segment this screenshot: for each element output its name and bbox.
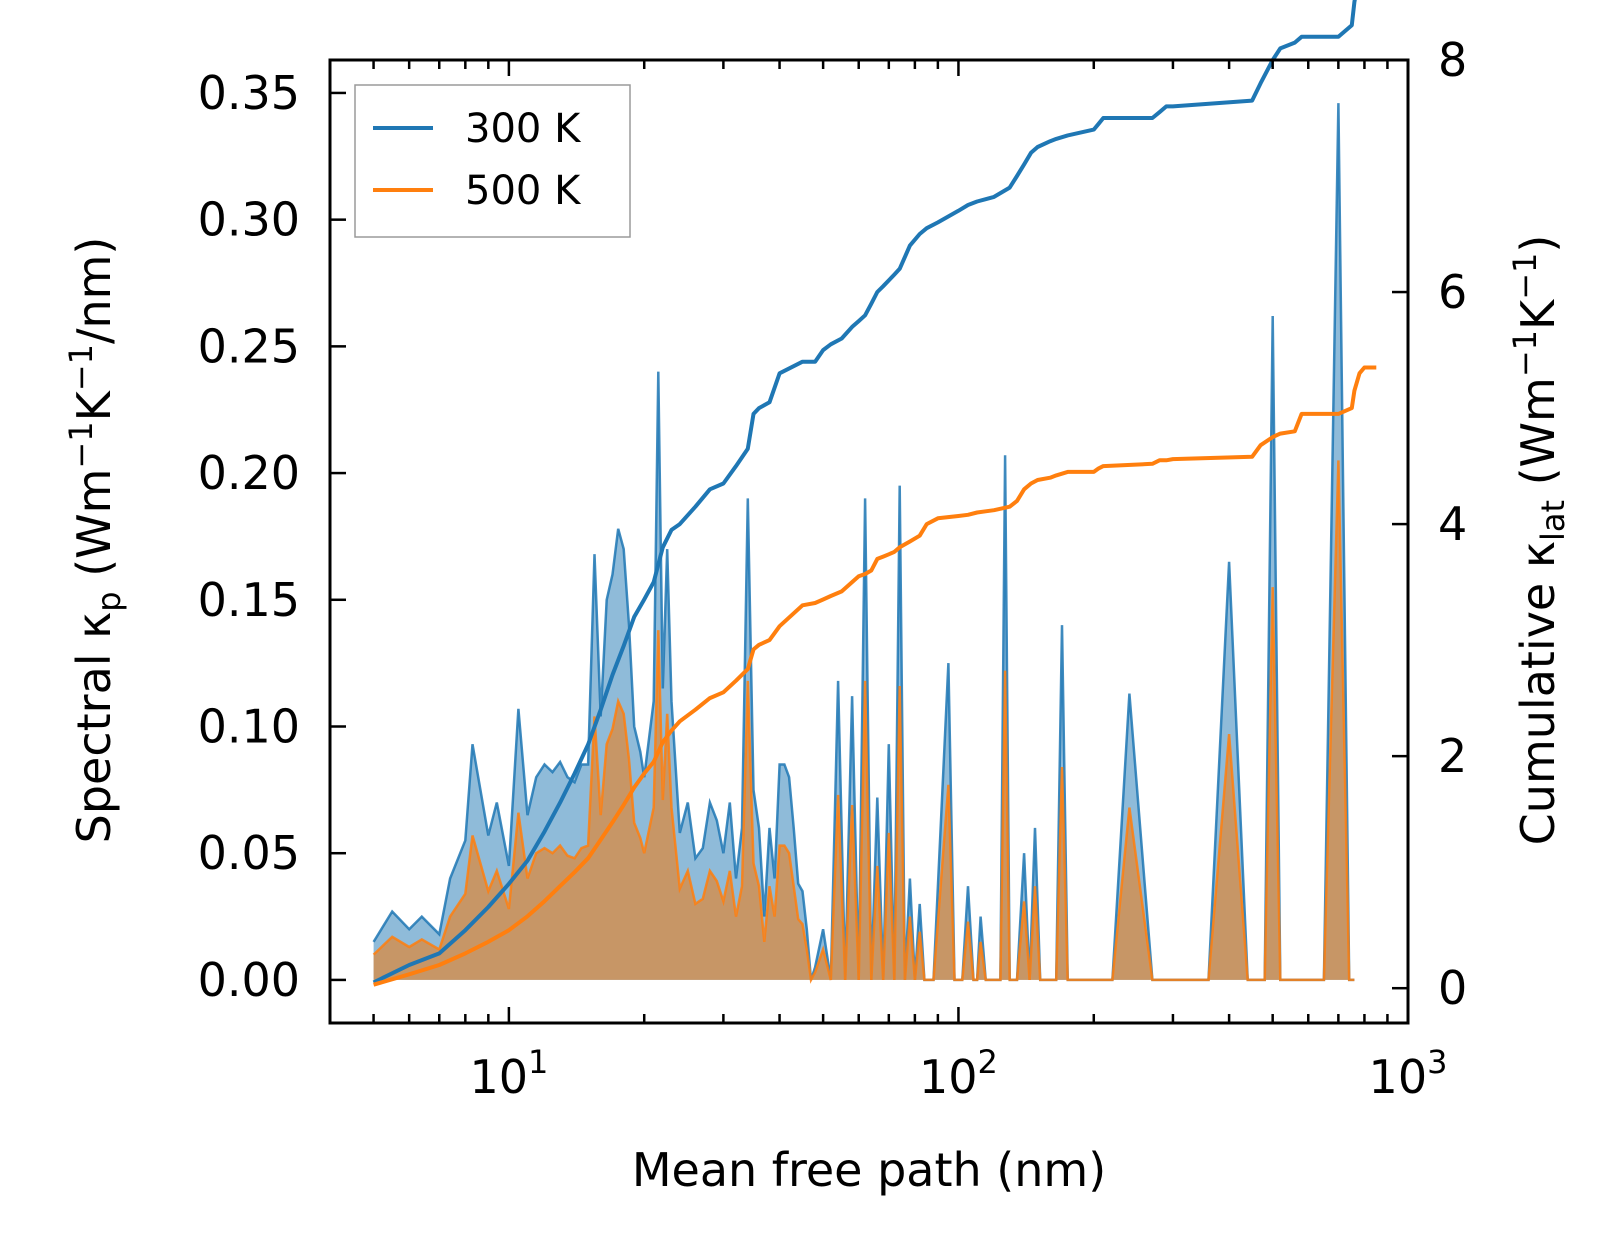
legend-label-500k: 500 K: [465, 168, 582, 214]
y-left-tick-label: 0.00: [198, 953, 300, 1007]
y-right-tick-label: 2: [1438, 729, 1467, 783]
cumulative-line-500k: [373, 365, 1377, 987]
y-right-tick-label: 6: [1438, 265, 1467, 319]
x-tick-label: 103: [1369, 1043, 1448, 1104]
cumulative-series-layer: [372, 0, 1377, 987]
y-axis-title-right: Cumulative κlat (Wm−1K−1): [1506, 235, 1572, 846]
spectral-line-500k: [372, 460, 1355, 984]
x-tick-label: 102: [919, 1043, 998, 1104]
y-left-tick-label: 0.30: [198, 193, 300, 247]
x-axis-title: Mean free path (nm): [632, 1143, 1106, 1197]
tick-labels-layer: 101 102 103 0.00 0.05 0.10 0.15 0.20 0.25 0.30 0.3…: [198, 33, 1468, 1104]
plot-frame: [328, 58, 1410, 1025]
legend-box: [354, 84, 631, 238]
y-right-tick-label: 0: [1438, 961, 1467, 1015]
spectral-series-layer: [372, 103, 1355, 984]
y-left-tick-label: 0.35: [198, 66, 300, 120]
y-right-tick-label: 8: [1438, 33, 1467, 87]
spectral-line-300k: [372, 103, 1355, 982]
y-left-tick-label: 0.05: [198, 826, 300, 880]
y-left-tick-label: 0.20: [198, 446, 300, 500]
spectral-area-500k: [373, 460, 1355, 980]
legend-label-300k: 300 K: [465, 106, 582, 152]
x-tick-label: 101: [469, 1043, 548, 1104]
y-right-tick-label: 4: [1438, 497, 1467, 551]
y-left-tick-label: 0.15: [198, 573, 300, 627]
y-left-tick-label: 0.10: [198, 699, 300, 753]
cumulative-line-300k: [372, 0, 1357, 985]
legend: 300 K 500 K: [354, 84, 631, 238]
y-axis-title-left: Spectral κp (Wm−1K−1/nm): [62, 237, 128, 844]
y-left-tick-label: 0.25: [198, 319, 300, 373]
